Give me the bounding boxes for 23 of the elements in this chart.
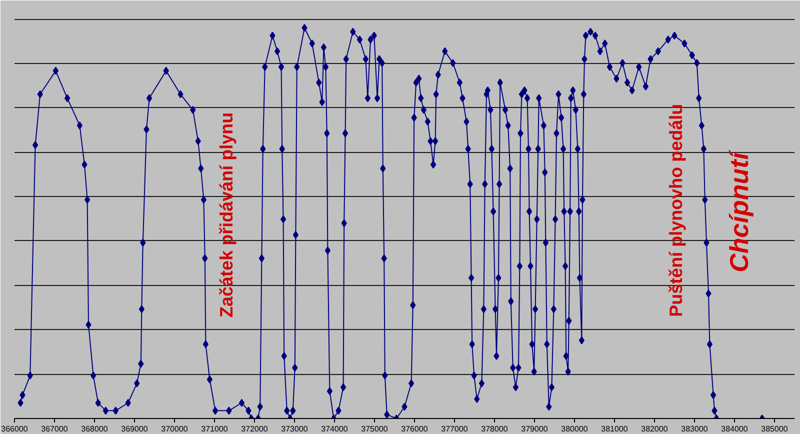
x-tick-label: 381000: [601, 424, 628, 434]
x-tick-label: 368000: [81, 424, 108, 434]
x-tick-label: 374000: [321, 424, 348, 434]
annotation: Puštění plynovho pedálu: [666, 104, 686, 317]
annotation: Začátek přidávání plynu: [216, 112, 237, 318]
x-tick-label: 369000: [121, 424, 148, 434]
x-tick-label: 384000: [721, 424, 748, 434]
x-tick-label: 376000: [401, 424, 428, 434]
x-tick-label: 378000: [481, 424, 508, 434]
x-tick-label: 370000: [161, 424, 188, 434]
annotation: Chcípnutí: [724, 150, 754, 272]
x-tick-label: 382000: [641, 424, 668, 434]
x-tick-label: 385000: [761, 424, 788, 434]
x-tick-label: 380000: [561, 424, 588, 434]
x-tick-label: 371000: [201, 424, 228, 434]
x-tick-label: 383000: [681, 424, 708, 434]
x-tick-label: 377000: [441, 424, 468, 434]
x-tick-label: 379000: [521, 424, 548, 434]
x-tick-label: 373000: [281, 424, 308, 434]
x-tick-label: 375000: [361, 424, 388, 434]
x-tick-label: 367000: [41, 424, 68, 434]
x-tick-label: 372000: [241, 424, 268, 434]
x-tick-label: 366000: [1, 424, 28, 434]
